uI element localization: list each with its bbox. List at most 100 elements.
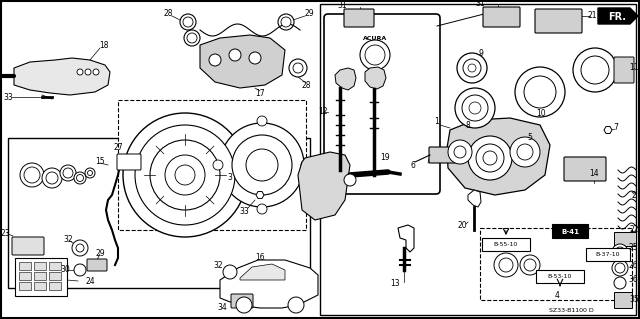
Circle shape (365, 45, 385, 65)
Text: 34: 34 (217, 302, 227, 311)
Polygon shape (447, 118, 550, 195)
Circle shape (88, 170, 93, 175)
Circle shape (187, 33, 197, 43)
FancyBboxPatch shape (231, 294, 253, 308)
Polygon shape (598, 8, 638, 24)
Text: 27: 27 (113, 144, 123, 152)
Text: 35: 35 (629, 295, 639, 305)
Circle shape (165, 155, 205, 195)
Circle shape (24, 167, 40, 183)
Circle shape (448, 140, 472, 164)
Circle shape (249, 52, 261, 64)
Bar (15, 258, 67, 296)
Bar (118, 100, 306, 230)
Circle shape (232, 135, 292, 195)
Bar (614, 292, 632, 308)
Circle shape (85, 69, 91, 75)
Text: 8: 8 (466, 121, 470, 130)
Text: 16: 16 (255, 254, 265, 263)
Text: 6: 6 (411, 160, 415, 169)
FancyBboxPatch shape (614, 57, 634, 83)
Circle shape (77, 174, 83, 182)
Circle shape (223, 265, 237, 279)
Circle shape (468, 136, 512, 180)
Circle shape (278, 14, 294, 30)
Text: 31: 31 (475, 0, 485, 9)
Circle shape (494, 253, 518, 277)
Bar (49, 272, 61, 280)
Text: 14: 14 (589, 169, 599, 179)
Text: 28: 28 (301, 80, 311, 90)
Bar (49, 262, 61, 270)
Bar (536, 270, 584, 283)
Circle shape (150, 140, 220, 210)
Text: 29: 29 (95, 249, 105, 257)
Text: 24: 24 (85, 278, 95, 286)
FancyBboxPatch shape (117, 154, 141, 170)
FancyBboxPatch shape (429, 147, 456, 163)
Circle shape (293, 63, 303, 73)
Bar (34, 282, 46, 290)
Circle shape (229, 49, 241, 61)
Circle shape (301, 160, 311, 170)
Circle shape (524, 76, 556, 108)
Circle shape (614, 277, 626, 289)
Circle shape (524, 259, 536, 271)
Text: 36: 36 (628, 276, 638, 285)
Text: FR.: FR. (608, 12, 626, 22)
Circle shape (615, 263, 625, 273)
Polygon shape (335, 68, 356, 90)
Bar (49, 282, 61, 290)
FancyBboxPatch shape (12, 237, 44, 255)
Text: 13: 13 (390, 279, 400, 288)
Text: 32: 32 (213, 261, 223, 270)
Circle shape (85, 168, 95, 178)
Polygon shape (240, 264, 285, 280)
Text: 28: 28 (163, 9, 173, 18)
Circle shape (344, 174, 356, 186)
Polygon shape (398, 225, 414, 252)
Circle shape (360, 40, 390, 70)
Text: 21: 21 (588, 11, 596, 20)
Circle shape (72, 240, 88, 256)
Polygon shape (468, 190, 481, 207)
FancyBboxPatch shape (344, 9, 374, 27)
Circle shape (257, 204, 267, 214)
Circle shape (457, 53, 487, 83)
Circle shape (220, 123, 304, 207)
Polygon shape (14, 58, 110, 95)
Text: 9: 9 (479, 48, 483, 57)
Circle shape (615, 247, 625, 257)
Circle shape (612, 260, 628, 276)
Polygon shape (200, 35, 285, 88)
Text: 25: 25 (628, 243, 638, 253)
Text: SZ33-B1100 D: SZ33-B1100 D (548, 308, 593, 313)
FancyBboxPatch shape (564, 157, 606, 181)
Circle shape (42, 168, 62, 188)
Bar (19, 262, 31, 270)
Circle shape (289, 59, 307, 77)
Text: 19: 19 (380, 153, 390, 162)
Text: B-37-10: B-37-10 (596, 253, 620, 257)
Bar (34, 262, 46, 270)
Text: 15: 15 (95, 158, 105, 167)
Bar (614, 232, 636, 246)
Circle shape (123, 113, 247, 237)
Circle shape (74, 264, 86, 276)
Circle shape (510, 137, 540, 167)
Circle shape (612, 244, 628, 260)
Text: 11: 11 (629, 63, 639, 72)
Circle shape (236, 297, 252, 313)
Circle shape (63, 168, 73, 178)
Circle shape (517, 144, 533, 160)
Circle shape (76, 244, 84, 252)
Text: B-55-10: B-55-10 (494, 242, 518, 248)
Circle shape (281, 17, 291, 27)
Circle shape (515, 67, 565, 117)
Text: 3: 3 (228, 174, 232, 182)
Bar (482, 238, 530, 251)
Bar (19, 272, 31, 280)
Circle shape (175, 165, 195, 185)
Text: 32: 32 (63, 235, 73, 244)
Text: 1: 1 (435, 117, 440, 127)
